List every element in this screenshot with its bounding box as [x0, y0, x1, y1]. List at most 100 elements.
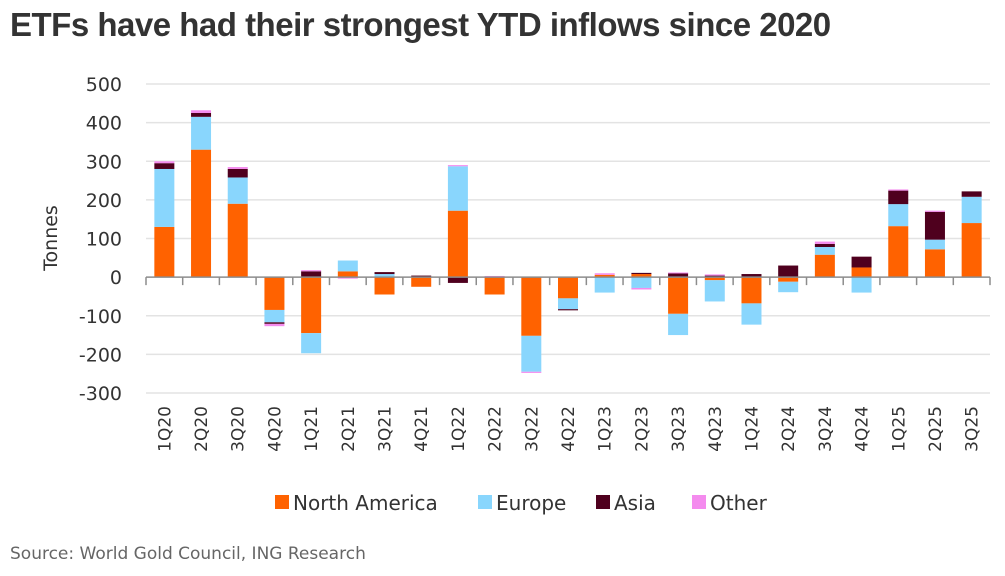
y-tick-label: -200: [79, 344, 122, 366]
legend-swatch: [478, 495, 492, 509]
legend-swatch: [275, 495, 289, 509]
bar-asia-1q25: [888, 190, 909, 205]
legend-label: Europe: [496, 491, 566, 515]
bar-asia-3q25: [961, 191, 982, 197]
y-tick-label: -100: [79, 306, 122, 328]
bar-europe-2q21: [337, 260, 358, 272]
bar-europe-3q25: [961, 196, 982, 224]
bar-other-3q20: [227, 167, 248, 169]
bar-europe-3q23: [668, 313, 689, 336]
bar-north-america-3q23: [668, 277, 689, 314]
bar-north-america-2q23: [631, 274, 652, 278]
bar-north-america-4q22: [558, 277, 578, 299]
x-axis: [145, 276, 991, 286]
legend-label: Other: [710, 491, 768, 515]
bar-north-america-1q24: [741, 277, 762, 304]
y-axis-ticks: 500 400 300 200 100 0 -100 -200 -300: [79, 74, 122, 405]
x-tick-label: 1Q22: [449, 406, 469, 452]
y-tick-label: 400: [86, 113, 122, 135]
x-axis-labels: 1Q20 2Q20 3Q20 4Q20 1Q21 2Q21 3Q21 4Q21 1Q22 2Q22…: [155, 406, 982, 452]
bar-europe-4q23: [704, 280, 725, 302]
chart-title: ETFs have had their strongest YTD inflow…: [10, 6, 831, 43]
bar-europe-1q23: [594, 277, 615, 293]
x-tick-label: 1Q23: [596, 406, 616, 452]
bar-europe-4q24: [851, 277, 872, 293]
bar-other-3q22: [521, 371, 542, 373]
bar-north-america-2q22: [484, 277, 505, 295]
bar-north-america-3q20: [227, 203, 248, 278]
bar-other-2q25: [924, 210, 945, 212]
x-tick-label: 1Q21: [302, 406, 322, 452]
x-tick-label: 3Q24: [816, 406, 836, 452]
bar-europe-2q20: [191, 116, 212, 150]
bar-other-3q23: [668, 272, 689, 274]
bar-other-1q21: [301, 270, 322, 272]
bar-other-3q24: [814, 241, 835, 244]
x-tick-label: 3Q22: [522, 406, 542, 452]
bar-europe-2q25: [924, 239, 945, 250]
y-tick-label: 100: [86, 229, 122, 251]
bar-europe-3q24: [814, 246, 835, 255]
x-tick-label: 1Q20: [155, 406, 175, 452]
bar-europe-4q22: [558, 298, 578, 310]
bar-asia-1q21: [301, 271, 322, 278]
bar-other-2q23: [631, 287, 652, 290]
bar-other-2q20: [191, 110, 212, 113]
bars: [154, 110, 982, 373]
legend-label: Asia: [614, 491, 656, 515]
bar-europe-2q24: [778, 281, 799, 293]
bar-asia-3q23: [668, 273, 689, 278]
legend-swatch: [692, 495, 706, 509]
bar-other-4q23: [704, 274, 725, 276]
bar-asia-4q24: [851, 256, 872, 268]
bar-north-america-4q24: [851, 267, 872, 278]
bar-asia-1q20: [154, 163, 175, 169]
bar-europe-1q21: [301, 333, 322, 354]
bar-north-america-1q22: [447, 210, 468, 278]
bar-asia-2q25: [924, 211, 945, 240]
bar-north-america-4q21: [411, 277, 432, 287]
bar-other-1q23: [594, 273, 615, 275]
bar-europe-1q25: [888, 204, 909, 227]
x-tick-label: 2Q21: [339, 406, 359, 452]
x-tick-label: 1Q24: [742, 406, 762, 452]
bar-asia-4q23: [704, 275, 725, 278]
bar-asia-1q24: [741, 274, 762, 278]
bar-europe-1q20: [154, 168, 175, 227]
legend: North America Europe Asia Other: [275, 491, 768, 515]
x-tick-label: 4Q24: [853, 406, 873, 452]
legend-label: North America: [293, 491, 438, 515]
x-tick-label: 2Q22: [486, 406, 506, 452]
x-tick-label: 4Q20: [265, 406, 285, 452]
x-tick-label: 4Q22: [559, 406, 579, 452]
y-tick-label: 500: [86, 74, 122, 96]
bar-asia-3q20: [227, 168, 248, 178]
bar-north-america-2q24: [778, 277, 799, 282]
bar-asia-2q24: [778, 265, 799, 278]
bar-north-america-2q25: [924, 249, 945, 278]
legend-swatch: [596, 495, 610, 509]
x-tick-label: 4Q23: [706, 406, 726, 452]
legend-item-north-america: North America: [275, 491, 438, 515]
legend-item-other: Other: [692, 491, 768, 515]
bar-north-america-2q20: [191, 149, 212, 278]
x-tick-label: 2Q24: [779, 406, 799, 452]
legend-item-asia: Asia: [596, 491, 656, 515]
x-tick-label: 2Q23: [632, 406, 652, 452]
bar-europe-3q22: [521, 335, 542, 372]
bar-north-america-2q21: [337, 271, 358, 278]
y-tick-label: 200: [86, 190, 122, 212]
bar-north-america-3q22: [521, 277, 542, 336]
source-note: Source: World Gold Council, ING Research: [10, 544, 366, 564]
bar-north-america-1q21: [301, 277, 322, 334]
gridlines: [146, 83, 990, 394]
bar-asia-4q20: [264, 322, 285, 324]
x-tick-label: 2Q20: [192, 406, 212, 452]
bar-north-america-1q20: [154, 226, 175, 278]
x-tick-label: 4Q21: [412, 406, 432, 452]
bar-other-1q22: [447, 165, 468, 167]
x-tick-label: 1Q25: [889, 406, 909, 452]
bar-asia-4q22: [558, 309, 578, 311]
bar-europe-3q21: [374, 274, 395, 278]
